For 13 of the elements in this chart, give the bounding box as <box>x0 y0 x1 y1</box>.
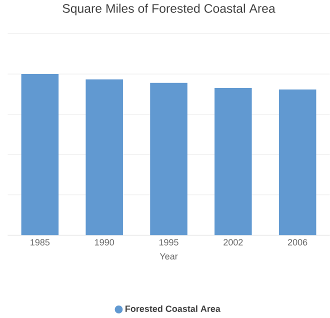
x-axis-title: Year <box>160 253 178 260</box>
legend-label: Forested Coastal Area <box>126 305 221 312</box>
bar <box>214 88 252 236</box>
bar <box>150 82 188 236</box>
x-tick-label: 1985 <box>30 239 50 246</box>
bar <box>86 79 123 236</box>
x-tick-label: 1995 <box>159 239 178 246</box>
x-tick-label: 2006 <box>288 239 308 246</box>
bar <box>21 74 59 236</box>
bar <box>278 89 316 236</box>
chart-title: Square Miles of Forested Coastal Area <box>62 4 276 16</box>
x-tick-label: 2002 <box>224 239 243 246</box>
x-tick-label: 1990 <box>95 239 114 246</box>
